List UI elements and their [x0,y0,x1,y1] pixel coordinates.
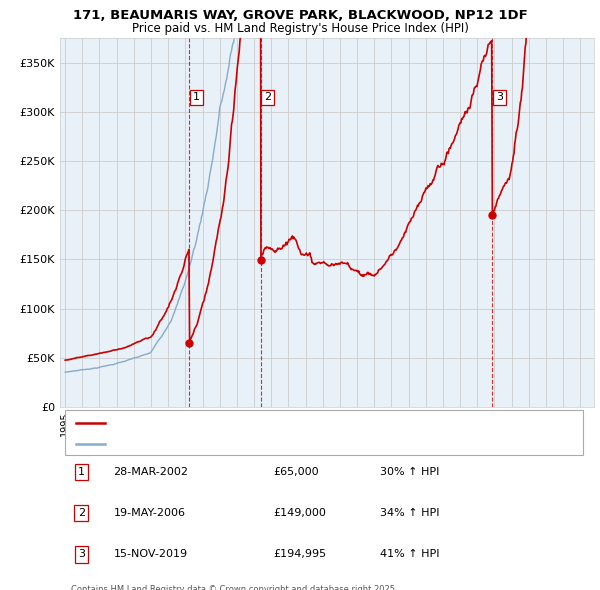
Text: £65,000: £65,000 [274,467,319,477]
Text: 1: 1 [193,93,200,103]
Text: Price paid vs. HM Land Registry's House Price Index (HPI): Price paid vs. HM Land Registry's House … [131,22,469,35]
Text: 2: 2 [78,508,85,518]
Text: Contains HM Land Registry data © Crown copyright and database right 2025.: Contains HM Land Registry data © Crown c… [71,585,397,590]
Text: 41% ↑ HPI: 41% ↑ HPI [380,549,440,559]
Text: 34% ↑ HPI: 34% ↑ HPI [380,508,440,518]
Text: HPI: Average price, semi-detached house, Caerphilly: HPI: Average price, semi-detached house,… [113,439,376,448]
Text: 30% ↑ HPI: 30% ↑ HPI [380,467,440,477]
Text: 28-MAR-2002: 28-MAR-2002 [113,467,188,477]
Text: 3: 3 [496,93,503,103]
Text: £149,000: £149,000 [274,508,326,518]
FancyBboxPatch shape [65,410,583,455]
Text: 171, BEAUMARIS WAY, GROVE PARK, BLACKWOOD, NP12 1DF: 171, BEAUMARIS WAY, GROVE PARK, BLACKWOO… [73,9,527,22]
Text: 171, BEAUMARIS WAY, GROVE PARK, BLACKWOOD, NP12 1DF (semi-detached house): 171, BEAUMARIS WAY, GROVE PARK, BLACKWOO… [113,418,538,428]
Text: 2: 2 [264,93,271,103]
Text: 3: 3 [78,549,85,559]
Text: 19-MAY-2006: 19-MAY-2006 [113,508,185,518]
Text: 1: 1 [78,467,85,477]
Text: 15-NOV-2019: 15-NOV-2019 [113,549,188,559]
Text: £194,995: £194,995 [274,549,327,559]
